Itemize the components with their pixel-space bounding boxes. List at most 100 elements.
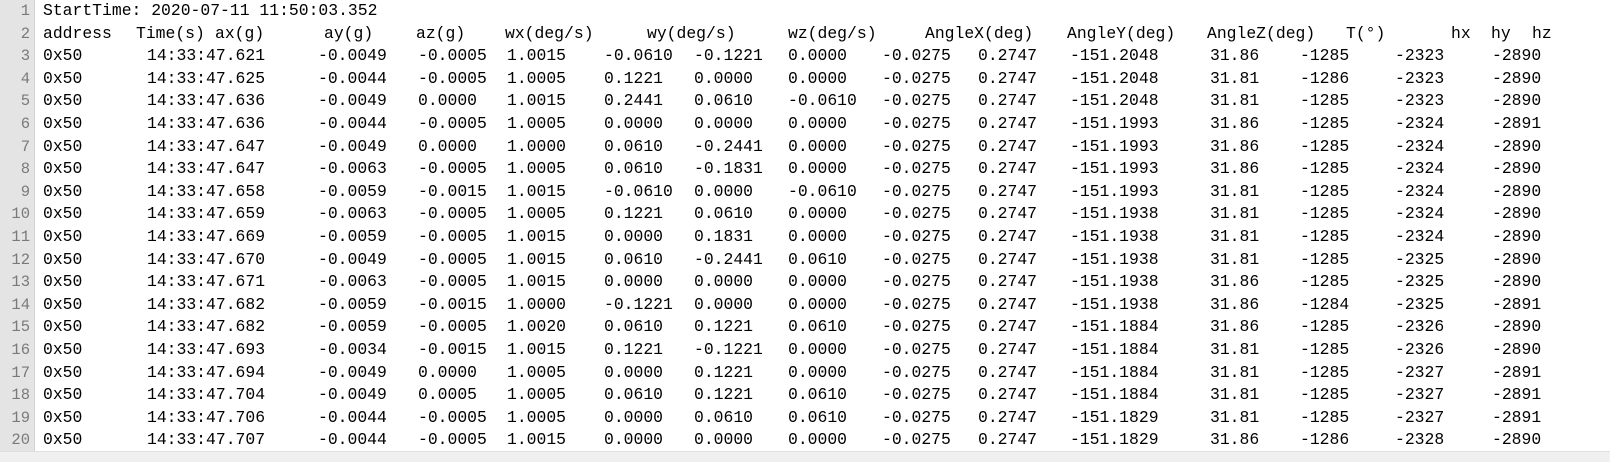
data-cell: -0.0275 (882, 91, 951, 111)
data-cell: -2324 (1395, 113, 1445, 133)
line-number: 4 (20, 69, 30, 88)
line-number: 7 (20, 137, 30, 156)
data-cell: -0.1831 (694, 159, 763, 179)
data-cell: 14:33:47.625 (147, 68, 266, 88)
data-cell: 0.0610 (694, 407, 754, 427)
data-cell: -1285 (1300, 407, 1350, 427)
data-row[interactable]: 0x50 14:33:47.704 -0.0049 0.0005 1.0005 0.061… (35, 384, 1610, 407)
data-cell: -0.0049 (318, 385, 387, 405)
data-cell: -0.0044 (318, 430, 387, 450)
data-cell: -151.1993 (1070, 113, 1159, 133)
line-number: 3 (20, 47, 30, 66)
data-cell: -2890 (1492, 430, 1542, 450)
data-cell: 0x50 (43, 181, 83, 201)
data-row[interactable]: 0x50 14:33:47.693 -0.0034 -0.0015 1.0015 0.12… (35, 339, 1610, 362)
data-cell: -0.2441 (694, 136, 763, 156)
start-time-line[interactable]: StartTime: 2020-07-11 11:50:03.352 (35, 0, 1610, 23)
text-area[interactable]: StartTime: 2020-07-11 11:50:03.352 addre… (35, 0, 1610, 462)
data-cell: -2890 (1492, 339, 1542, 359)
data-cell: -0.0275 (882, 317, 951, 337)
data-row[interactable]: 0x50 14:33:47.706 -0.0044 -0.0005 1.0005 0.00… (35, 407, 1610, 430)
data-cell: 0.0005 (418, 385, 478, 405)
data-cell: 0x50 (43, 204, 83, 224)
data-cell: -1285 (1300, 113, 1350, 133)
data-row[interactable]: 0x50 14:33:47.658 -0.0059 -0.0015 1.0015 -0.0… (35, 181, 1610, 204)
data-cell: 31.81 (1210, 226, 1260, 246)
data-cell: -151.1884 (1070, 339, 1159, 359)
data-cell: -1285 (1300, 46, 1350, 66)
data-cell: -0.0005 (418, 68, 487, 88)
data-cell: -2890 (1492, 46, 1542, 66)
data-cell: 0.0610 (788, 249, 848, 269)
data-cell: 1.0005 (507, 385, 567, 405)
data-cell: -0.0275 (882, 204, 951, 224)
line-number: 20 (11, 431, 30, 450)
start-time-text: StartTime: 2020-07-11 11:50:03.352 (43, 1, 378, 20)
data-row[interactable]: 0x50 14:33:47.636 -0.0049 0.0000 1.0015 0.244… (35, 90, 1610, 113)
data-row[interactable]: 0x50 14:33:47.647 -0.0049 0.0000 1.0000 0.061… (35, 136, 1610, 159)
header-line[interactable]: address Time(s) ax(g) ay(g) az(g) wx(deg/s) wy… (35, 23, 1610, 46)
data-row[interactable]: 0x50 14:33:47.707 -0.0044 -0.0005 1.0015 0.00… (35, 429, 1610, 452)
header-cell: ax(g) (215, 23, 265, 43)
data-cell: 0.1221 (694, 362, 754, 382)
data-cell: -0.0049 (318, 249, 387, 269)
data-cell: -0.0610 (788, 181, 857, 201)
header-cell: wz(deg/s) (788, 23, 877, 43)
data-cell: 0.2747 (978, 385, 1038, 405)
data-cell: 0.0000 (788, 362, 848, 382)
data-cell: -1285 (1300, 385, 1350, 405)
data-cell: 0x50 (43, 430, 83, 450)
header-cell: az(g) (416, 23, 466, 43)
data-cell: -0.0275 (882, 46, 951, 66)
data-cell: -0.0275 (882, 294, 951, 314)
data-cell: 1.0015 (507, 272, 567, 292)
data-cell: 31.86 (1210, 46, 1260, 66)
data-row[interactable]: 0x50 14:33:47.694 -0.0049 0.0000 1.0005 0.000… (35, 362, 1610, 385)
line-number: 12 (11, 250, 30, 269)
data-row[interactable]: 0x50 14:33:47.636 -0.0044 -0.0005 1.0005 0.00… (35, 113, 1610, 136)
data-cell: 0.2747 (978, 68, 1038, 88)
data-cell: 0x50 (43, 113, 83, 133)
data-cell: 31.81 (1210, 204, 1260, 224)
data-row[interactable]: 0x50 14:33:47.671 -0.0063 -0.0005 1.0015 0.00… (35, 271, 1610, 294)
data-row[interactable]: 0x50 14:33:47.647 -0.0063 -0.0005 1.0005 0.06… (35, 158, 1610, 181)
data-cell: 1.0015 (507, 46, 567, 66)
data-cell: -151.1829 (1070, 430, 1159, 450)
data-row[interactable]: 0x50 14:33:47.682 -0.0059 -0.0005 1.0020 0.06… (35, 316, 1610, 339)
data-cell: -151.1993 (1070, 159, 1159, 179)
data-cell: -0.0275 (882, 68, 951, 88)
data-row[interactable]: 0x50 14:33:47.682 -0.0059 -0.0015 1.0000 -0.1… (35, 294, 1610, 317)
data-cell: 1.0005 (507, 204, 567, 224)
data-cell: -0.0275 (882, 113, 951, 133)
data-cell: 31.81 (1210, 91, 1260, 111)
data-cell: 14:33:47.704 (147, 385, 266, 405)
data-row[interactable]: 0x50 14:33:47.670 -0.0049 -0.0005 1.0015 0.06… (35, 249, 1610, 272)
horizontal-scrollbar[interactable] (0, 451, 1610, 462)
data-cell: -0.0063 (318, 272, 387, 292)
data-row[interactable]: 0x50 14:33:47.625 -0.0044 -0.0005 1.0005 0.12… (35, 68, 1610, 91)
data-cell: -2890 (1492, 317, 1542, 337)
data-cell: 1.0005 (507, 362, 567, 382)
header-cell: wy(deg/s) (647, 23, 736, 43)
data-cell: 31.86 (1210, 294, 1260, 314)
data-cell: 0x50 (43, 339, 83, 359)
line-number: 14 (11, 295, 30, 314)
data-cell: 0x50 (43, 226, 83, 246)
data-cell: -151.1938 (1070, 249, 1159, 269)
data-cell: -0.0275 (882, 407, 951, 427)
data-cell: -2324 (1395, 136, 1445, 156)
data-cell: -0.0044 (318, 68, 387, 88)
header-cell: ay(g) (324, 23, 374, 43)
data-row[interactable]: 0x50 14:33:47.669 -0.0059 -0.0005 1.0015 0.00… (35, 226, 1610, 249)
data-cell: 0.0000 (694, 113, 754, 133)
line-number: 18 (11, 386, 30, 405)
data-cell: -0.0015 (418, 181, 487, 201)
data-cell: 14:33:47.682 (147, 317, 266, 337)
data-cell: 14:33:47.693 (147, 339, 266, 359)
data-row[interactable]: 0x50 14:33:47.621 -0.0049 -0.0005 1.0015 -0.0… (35, 45, 1610, 68)
data-row[interactable]: 0x50 14:33:47.659 -0.0063 -0.0005 1.0005 0.12… (35, 203, 1610, 226)
data-cell: 0.0000 (604, 272, 664, 292)
data-cell: 1.0015 (507, 91, 567, 111)
data-cell: 0x50 (43, 317, 83, 337)
